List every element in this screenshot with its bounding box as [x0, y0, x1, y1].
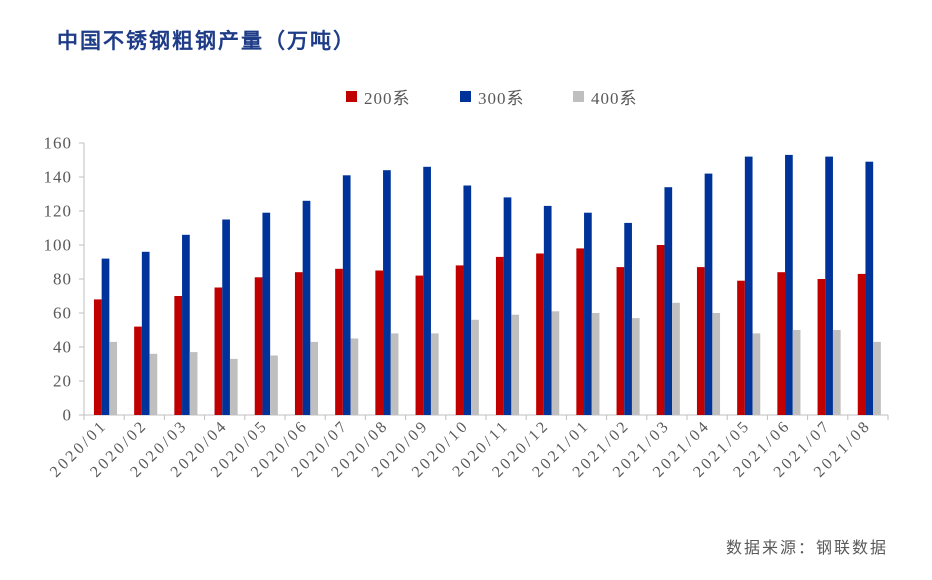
y-tick-label: 140	[44, 168, 73, 187]
bar-series-3-2020-12	[551, 311, 560, 415]
bar-series-2-2020-06	[302, 200, 311, 415]
legend-swatch-300	[460, 90, 471, 102]
bar-series-3-2020-10	[471, 319, 479, 415]
y-tick-label: 0	[63, 406, 73, 425]
bar-series-2-2020-05	[262, 212, 271, 415]
bar-series-3-2020-04	[229, 358, 238, 415]
bar-series-2-2020-07	[342, 175, 351, 415]
legend-item-300: 300系	[460, 84, 525, 108]
bar-series-3-2021-05	[752, 333, 761, 415]
bar-series-2-2021-06	[785, 154, 793, 415]
legend-label-300: 300系	[478, 88, 525, 108]
bar-series-1-2021-04	[696, 267, 705, 415]
bar-series-3-2020-05	[270, 355, 278, 415]
bar-series-1-2021-02	[616, 267, 625, 415]
bar-series-2-2021-08	[865, 161, 874, 415]
y-tick-label: 120	[44, 202, 73, 221]
bar-series-3-2020-08	[390, 333, 399, 415]
bar-series-1-2020-02	[134, 326, 142, 415]
bar-series-3-2021-02	[631, 318, 640, 415]
bar-series-2-2021-03	[664, 187, 673, 415]
x-axis: 2020/012020/022020/032020/042020/052020/…	[47, 414, 889, 481]
bar-series-1-2020-06	[294, 272, 303, 415]
bar-series-2-2021-04	[704, 173, 713, 415]
bar-series-1-2021-06	[777, 272, 786, 415]
y-tick-label: 60	[53, 304, 72, 323]
bar-series-1-2020-05	[254, 277, 263, 415]
bar-series-1-2020-04	[214, 287, 223, 415]
bar-series-1-2020-10	[455, 265, 464, 415]
bar-series-1-2020-01	[93, 299, 102, 415]
bar-series-3-2021-06	[792, 330, 801, 415]
bar-series-1-2021-08	[857, 273, 866, 415]
chart-title: 中国不锈钢粗钢产量（万吨）	[57, 29, 356, 53]
bar-series-2-2020-11	[503, 197, 512, 415]
bar-series-1-2020-07	[335, 268, 343, 415]
legend-swatch-400	[573, 90, 584, 102]
bar-series-2-2021-02	[624, 222, 632, 415]
bar-series-3-2020-06	[310, 341, 319, 415]
bar-series-2-2020-03	[182, 234, 190, 415]
bar-series-1-2020-12	[536, 253, 544, 415]
bar-series-1-2020-03	[174, 296, 183, 415]
bar-series-3-2020-11	[511, 314, 520, 415]
bar-series-2-2020-12	[543, 205, 552, 415]
legend-label-200: 200系	[364, 88, 411, 108]
bars	[93, 154, 881, 415]
y-tick-label: 40	[53, 338, 72, 357]
bar-series-2-2021-07	[825, 156, 833, 415]
bar-series-1-2020-09	[415, 275, 424, 415]
legend-swatch-200	[346, 90, 357, 102]
bar-series-2-2020-04	[222, 219, 230, 415]
legend-item-200: 200系	[346, 84, 411, 108]
bar-series-1-2021-05	[737, 280, 745, 415]
bar-series-3-2020-03	[189, 352, 198, 415]
bar-series-2-2020-01	[101, 258, 110, 415]
bar-series-3-2020-07	[350, 338, 359, 415]
bar-series-1-2020-11	[495, 256, 504, 415]
y-tick-label: 160	[44, 134, 73, 153]
bar-series-3-2020-01	[109, 341, 118, 415]
bar-series-2-2020-09	[423, 166, 431, 415]
y-axis: 0 20 40 60 80 100 120 140 160	[44, 134, 85, 425]
bar-series-1-2021-07	[817, 279, 826, 415]
bar-series-2-2021-01	[584, 212, 592, 415]
bar-series-3-2021-08	[873, 341, 881, 415]
bar-series-2-2020-10	[463, 185, 472, 415]
legend-item-400: 400系	[573, 84, 638, 108]
bar-series-3-2021-04	[712, 313, 721, 415]
y-tick-label: 80	[53, 270, 72, 289]
bar-series-1-2020-08	[375, 270, 384, 415]
bar-series-1-2021-01	[576, 248, 585, 415]
y-tick-label: 20	[53, 372, 72, 391]
bar-series-3-2021-03	[672, 302, 680, 415]
source-note: 数据来源：钢联数据	[725, 540, 888, 557]
bar-series-2-2020-08	[383, 170, 391, 415]
legend: 200系 300系 400系	[0, 84, 932, 108]
legend-label-400: 400系	[591, 88, 638, 108]
bar-series-3-2021-01	[591, 313, 600, 415]
bar-series-3-2021-07	[832, 330, 841, 415]
bar-series-2-2020-02	[141, 251, 150, 415]
bar-series-1-2021-03	[656, 245, 665, 415]
bar-series-3-2020-09	[430, 333, 439, 415]
bar-series-3-2020-02	[149, 353, 158, 415]
y-tick-label: 100	[44, 236, 73, 255]
bar-series-2-2021-05	[744, 156, 753, 415]
